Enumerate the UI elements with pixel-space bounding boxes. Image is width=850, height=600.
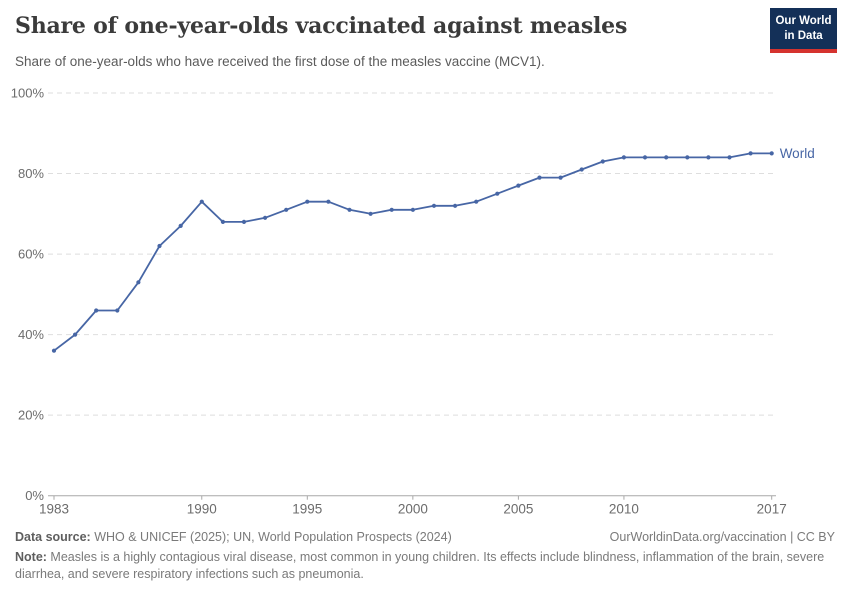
data-point [516,183,521,188]
data-source-label: Data source: [15,530,91,544]
chart-subtitle: Share of one-year-olds who have received… [15,54,545,69]
x-axis-tick-label: 1990 [187,502,217,517]
data-point [558,175,563,180]
x-axis-tick-label: 2017 [757,502,787,517]
data-point [347,207,352,212]
data-point [664,155,669,160]
data-point [474,199,479,204]
x-axis-tick-label: 1983 [39,502,69,517]
note-text: Measles is a highly contagious viral dis… [15,549,825,581]
data-point [495,191,500,196]
owid-logo-line2: in Data [784,29,823,42]
data-point [199,199,204,204]
data-point [220,219,225,224]
data-point [157,243,162,249]
data-point [453,203,458,208]
x-axis-tick-label: 1995 [292,502,322,517]
data-point [579,167,584,172]
y-axis-tick-label: 100% [11,86,45,101]
data-point [685,155,690,160]
data-point [748,151,753,156]
data-source-text: WHO & UNICEF (2025); UN, World Populatio… [90,530,452,544]
owid-logo-line1: Our World [775,15,832,27]
data-point [600,159,605,164]
data-point [431,203,437,208]
data-point [51,348,57,353]
data-point [263,215,268,220]
x-axis-tick-label: 2005 [503,502,533,517]
y-axis-tick-label: 0% [25,488,44,503]
data-point [241,219,247,224]
data-point [284,207,289,212]
data-point [115,308,120,313]
data-point [410,207,415,212]
y-axis-tick-label: 80% [18,166,44,181]
series-end-label: World [780,146,815,161]
data-point [389,207,394,212]
data-point [305,199,310,204]
chart-note: Note: Measles is a highly contagious vir… [15,549,827,583]
data-point [94,308,99,313]
data-point [706,155,711,160]
data-point [621,155,627,160]
data-point [769,151,774,156]
chart-footer: Data source: WHO & UNICEF (2025); UN, Wo… [15,529,835,583]
x-axis-tick-label: 2000 [398,502,428,517]
data-point [368,211,373,216]
owid-attribution-link[interactable]: OurWorldinData.org/vaccination | CC BY [609,530,835,544]
y-axis-tick-label: 40% [18,327,44,342]
data-point [727,155,732,160]
data-source-line: Data source: WHO & UNICEF (2025); UN, Wo… [15,529,452,546]
page-title: Share of one-year-olds vaccinated agains… [15,13,628,39]
data-point [326,199,331,204]
series-line [53,152,773,352]
data-point [136,280,141,285]
y-axis-tick-label: 20% [18,408,44,423]
data-point [642,155,648,160]
data-point [178,223,183,228]
owid-logo: Our World in Data [770,8,837,53]
note-label: Note: [15,549,47,564]
data-point [73,332,78,337]
data-point [537,175,542,180]
x-axis-tick-label: 2010 [609,502,639,517]
y-axis-tick-label: 60% [18,247,44,262]
